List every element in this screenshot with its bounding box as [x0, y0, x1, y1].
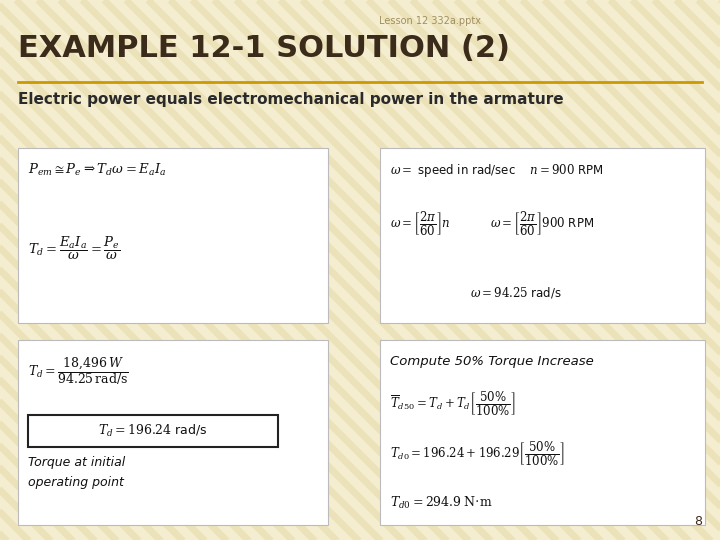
- Text: Compute 50% Torque Increase: Compute 50% Torque Increase: [390, 355, 594, 368]
- Text: 8: 8: [694, 515, 702, 528]
- Text: $T_d = \dfrac{18{,}496\,W}{94.25\,\text{rad/s}}$: $T_d = \dfrac{18{,}496\,W}{94.25\,\text{…: [28, 355, 129, 387]
- Text: $T_d = \dfrac{E_a I_a}{\omega} = \dfrac{P_e}{\omega}$: $T_d = \dfrac{E_a I_a}{\omega} = \dfrac{…: [28, 235, 120, 262]
- Text: EXAMPLE 12-1 SOLUTION (2): EXAMPLE 12-1 SOLUTION (2): [18, 34, 510, 63]
- Text: Electric power equals electromechanical power in the armature: Electric power equals electromechanical …: [18, 92, 564, 107]
- Text: $P_{em} \cong P_e \Rightarrow T_d\omega = E_a I_a$: $P_{em} \cong P_e \Rightarrow T_d\omega …: [28, 162, 166, 178]
- Text: $\omega = 94.25$ rad/s: $\omega = 94.25$ rad/s: [470, 285, 562, 300]
- Bar: [18, 148, 328, 323]
- Text: $T_{d0} = 294.9\;\mathrm{N{\cdot}m}$: $T_{d0} = 294.9\;\mathrm{N{\cdot}m}$: [390, 495, 492, 511]
- Text: Lesson 12 332a.pptx: Lesson 12 332a.pptx: [379, 16, 481, 26]
- Text: $\omega=$ speed in rad/sec    $n=900$ RPM: $\omega=$ speed in rad/sec $n=900$ RPM: [390, 162, 604, 179]
- Bar: [380, 340, 705, 525]
- Bar: [380, 148, 705, 323]
- Text: $T_d = 196.24$ rad/s: $T_d = 196.24$ rad/s: [98, 423, 208, 439]
- Text: $\omega = \left[\dfrac{2\pi}{60}\right]900$ RPM: $\omega = \left[\dfrac{2\pi}{60}\right]9…: [490, 210, 594, 238]
- Text: $T_{d0} = 196.24 + 196.29\left[\dfrac{50\%}{100\%}\right]$: $T_{d0} = 196.24 + 196.29\left[\dfrac{50…: [390, 440, 564, 468]
- Text: $\omega = \left[\dfrac{2\pi}{60}\right]n$: $\omega = \left[\dfrac{2\pi}{60}\right]n…: [390, 210, 451, 238]
- Bar: [18, 340, 328, 525]
- Text: $\overline{T}_{d50} = T_d + T_d\left[\dfrac{50\%}{100\%}\right]$: $\overline{T}_{d50} = T_d + T_d\left[\df…: [390, 390, 516, 417]
- Bar: [28, 415, 278, 447]
- Text: Torque at initial: Torque at initial: [28, 456, 125, 469]
- Text: operating point: operating point: [28, 476, 124, 489]
